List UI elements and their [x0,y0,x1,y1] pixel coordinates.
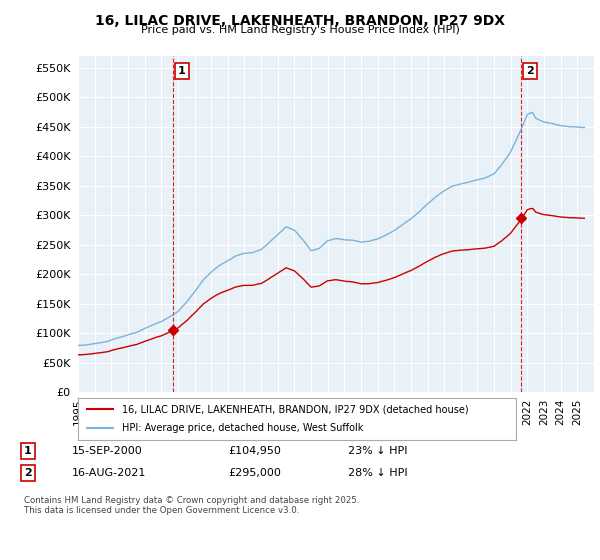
Text: 2: 2 [526,66,534,76]
Text: 1: 1 [178,66,186,76]
Text: Price paid vs. HM Land Registry's House Price Index (HPI): Price paid vs. HM Land Registry's House … [140,25,460,35]
Text: 16-AUG-2021: 16-AUG-2021 [72,468,146,478]
Text: £295,000: £295,000 [228,468,281,478]
Text: 1: 1 [24,446,32,456]
Text: 16, LILAC DRIVE, LAKENHEATH, BRANDON, IP27 9DX: 16, LILAC DRIVE, LAKENHEATH, BRANDON, IP… [95,14,505,28]
Text: 28% ↓ HPI: 28% ↓ HPI [348,468,407,478]
Text: 23% ↓ HPI: 23% ↓ HPI [348,446,407,456]
Text: 2: 2 [24,468,32,478]
Text: Contains HM Land Registry data © Crown copyright and database right 2025.
This d: Contains HM Land Registry data © Crown c… [24,496,359,515]
Text: 16, LILAC DRIVE, LAKENHEATH, BRANDON, IP27 9DX (detached house): 16, LILAC DRIVE, LAKENHEATH, BRANDON, IP… [122,404,469,414]
Text: £104,950: £104,950 [228,446,281,456]
Text: 15-SEP-2000: 15-SEP-2000 [72,446,143,456]
Text: HPI: Average price, detached house, West Suffolk: HPI: Average price, detached house, West… [122,423,363,433]
